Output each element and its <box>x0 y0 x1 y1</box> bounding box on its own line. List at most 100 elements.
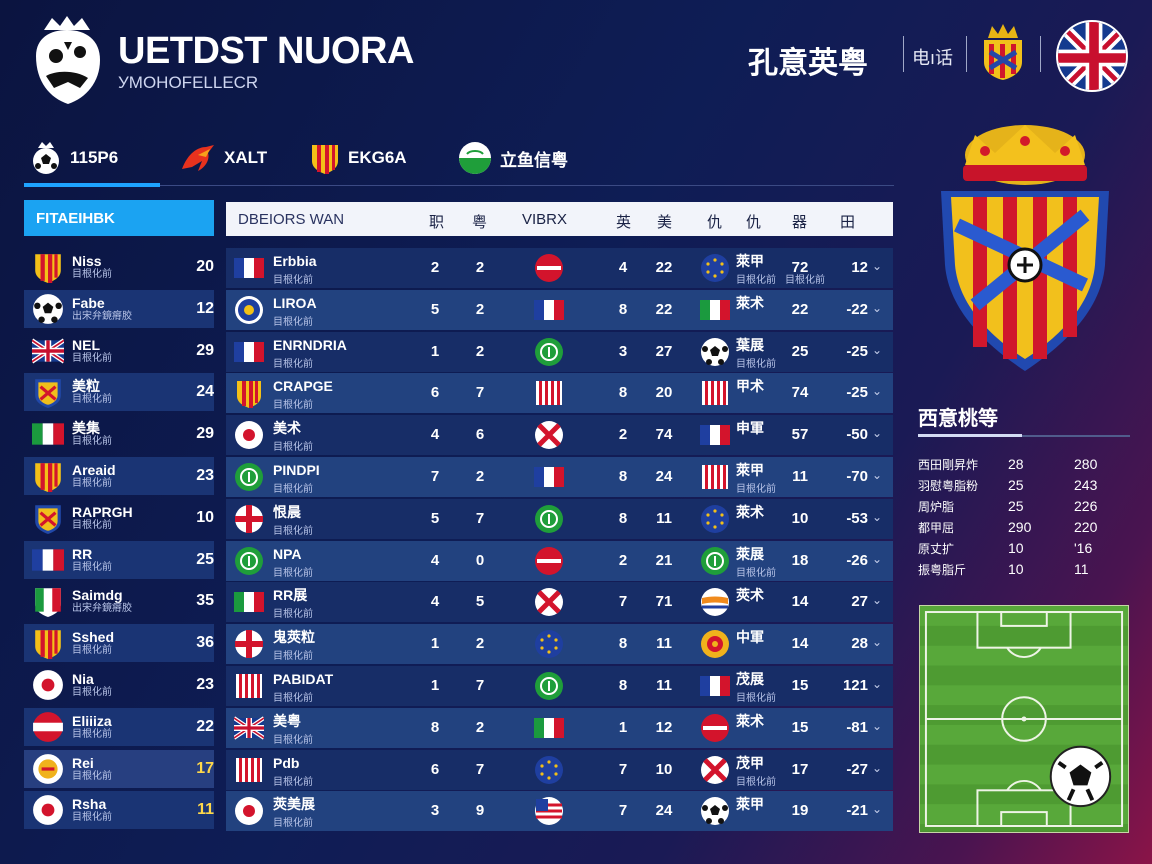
chevron-down-icon[interactable]: ⌄ <box>872 509 883 524</box>
table-row[interactable]: 鬼莢粒 目根化前 1 2 8 11 中軍 14 28 ⌄ <box>226 624 893 665</box>
cell-value: -25 <box>846 342 868 360</box>
table-row[interactable]: PINDPI 目根化前 7 2 8 24 萊甲 目根化前 11 -70 ⌄ <box>226 457 893 497</box>
chevron-down-icon[interactable]: ⌄ <box>872 300 883 315</box>
chevron-down-icon[interactable]: ⌄ <box>872 635 883 650</box>
stat-value: 280 <box>1074 456 1098 472</box>
tab-green-badge[interactable]: 立鱼信粤 <box>458 138 568 178</box>
team-subtitle: 目根化前 <box>273 609 313 621</box>
column-header[interactable]: 仇 <box>707 214 723 231</box>
left-list-item[interactable]: Niss 目根化前 20 <box>24 248 214 286</box>
crown-crest-icon[interactable] <box>980 22 1026 82</box>
opponent-name: 萊甲 <box>736 462 764 478</box>
column-header[interactable]: 美 <box>657 214 673 231</box>
cell-value: 71 <box>655 593 673 611</box>
cell-value: 57 <box>791 426 809 444</box>
table-row[interactable]: ENRNDRIA 目根化前 1 2 3 27 葉展 目根化前 25 -25 ⌄ <box>226 331 893 372</box>
tab-ekg6a[interactable]: EKG6A <box>310 138 407 178</box>
left-list-item[interactable]: Areaid 目根化前 23 <box>24 457 214 495</box>
column-header[interactable]: 英 <box>616 214 632 231</box>
left-list-item[interactable]: Rei 目根化前 17 <box>24 749 214 788</box>
left-list-item[interactable]: Fabe 出宋弁鏡瘠胶 12 <box>24 289 214 328</box>
cell-value: 8 <box>618 300 628 318</box>
team-subtitle: 目根化前 <box>273 275 313 286</box>
left-list-item[interactable]: 美集 目根化前 29 <box>24 415 214 453</box>
cell-value: 7 <box>475 760 485 778</box>
team-name: 美集 <box>72 420 100 437</box>
table-row[interactable]: 莢美展 目根化前 3 9 7 24 萊甲 19 -21 ⌄ <box>226 791 893 832</box>
left-list-item[interactable]: NEL 目根化前 29 <box>24 332 214 370</box>
cell-value: 21 <box>655 551 673 569</box>
lion-crest-icon[interactable] <box>28 12 106 108</box>
cell-value: -27 <box>846 760 868 778</box>
team-name: CRAPGE <box>273 378 333 395</box>
team-names: RR 目根化前 <box>72 546 182 574</box>
cell-value: 0 <box>475 551 485 569</box>
team-names: Niss 目根化前 <box>72 253 182 281</box>
table-row[interactable]: Pdb 目根化前 6 7 7 10 茂甲 目根化前 17 -27 ⌄ <box>226 749 893 790</box>
table-row[interactable]: RR展 目根化前 4 5 7 71 莢术 14 27 ⌄ <box>226 582 893 623</box>
chevron-down-icon[interactable]: ⌄ <box>872 593 883 608</box>
cell-value: 6 <box>430 760 440 778</box>
cell-value: 14 <box>791 593 809 611</box>
column-header[interactable]: 器 <box>792 214 808 231</box>
chevron-down-icon[interactable]: ⌄ <box>872 802 883 817</box>
gold-crest-icon <box>33 753 63 784</box>
left-list-item[interactable]: Nia 目根化前 23 <box>24 666 214 704</box>
cell-value: 11 <box>656 677 672 694</box>
chevron-down-icon[interactable]: ⌄ <box>872 677 883 691</box>
opponent-name: 萊甲 <box>736 253 764 269</box>
tab-115p6[interactable]: 115P6 <box>30 138 118 178</box>
column-header[interactable]: VIBRX <box>522 211 568 228</box>
cell-value: 2 <box>475 259 485 276</box>
table-row[interactable]: PABIDAT 目根化前 1 7 8 11 茂展 目根化前 15 121 ⌄ <box>226 666 893 706</box>
stat-row: 振粤脂斤 10 11 <box>918 561 1130 581</box>
uk-flag-icon <box>32 338 64 364</box>
left-list-item[interactable]: Rsha 目根化前 11 <box>24 791 214 830</box>
cell-value: 2 <box>475 468 485 485</box>
chevron-down-icon[interactable]: ⌄ <box>872 384 883 399</box>
table-row[interactable]: CRAPGE 目根化前 6 7 8 20 甲术 74 -25 ⌄ <box>226 373 893 414</box>
left-list-item[interactable]: Eliiiza 目根化前 22 <box>24 707 214 746</box>
app-header: UETDST NUORA УMOHOFELLECR 孔意英粤 电ı话 <box>0 0 1152 104</box>
chevron-down-icon[interactable]: ⌄ <box>872 342 883 357</box>
column-header[interactable]: 粤 <box>472 214 488 231</box>
red-x-icon <box>535 588 563 617</box>
left-list-item[interactable]: RR 目根化前 25 <box>24 540 214 579</box>
team-name: NEL <box>72 336 100 353</box>
left-list-item[interactable]: Sshed 目根化前 36 <box>24 624 214 663</box>
team-names: 美集 目根化前 <box>72 420 182 448</box>
team-name: Rei <box>72 754 94 771</box>
table-row[interactable]: 恨晨 目根化前 5 7 8 11 萊术 10 -53 ⌄ <box>226 498 893 539</box>
chevron-down-icon[interactable]: ⌄ <box>872 468 883 482</box>
tab-xalt[interactable]: XALT <box>180 138 267 178</box>
chevron-down-icon[interactable]: ⌄ <box>872 718 883 733</box>
table-row[interactable]: 美粤 目根化前 8 2 1 12 萊术 15 -81 ⌄ <box>226 707 893 748</box>
left-list-item[interactable]: RAPRGH 目根化前 10 <box>24 499 214 537</box>
column-header[interactable]: DBEIORS WAN <box>238 211 345 228</box>
team-subtitle: 目根化前 <box>273 776 313 788</box>
cell-value: 7 <box>475 509 485 527</box>
table-row[interactable]: LIROA 目根化前 5 2 8 22 萊术 22 -22 ⌄ <box>226 289 893 330</box>
chevron-down-icon[interactable]: ⌄ <box>872 551 883 566</box>
column-header[interactable]: 职 <box>429 214 445 231</box>
language-label[interactable]: 电ı话 <box>912 48 954 68</box>
left-list-item[interactable]: 美粒 目根化前 24 <box>24 373 214 412</box>
chevron-down-icon[interactable]: ⌄ <box>872 760 883 775</box>
opponent-subtitle: 目根化前 <box>736 567 776 579</box>
table-row[interactable]: NPA 目根化前 4 0 2 21 萊展 目根化前 18 -26 ⌄ <box>226 540 893 581</box>
column-header[interactable]: 田 <box>840 214 856 231</box>
table-row[interactable]: Erbbia 目根化前 2 2 4 22 萊甲 目根化前 72 目根化前 12 ⌄ <box>226 248 893 288</box>
table-row[interactable]: 美术 目根化前 4 6 2 74 申軍 57 -50 ⌄ <box>226 415 893 456</box>
column-header[interactable]: 仇 <box>746 214 762 231</box>
uk-flag-icon[interactable] <box>1056 20 1128 92</box>
team-points: 25 <box>196 550 214 568</box>
cell-value: 2 <box>618 426 628 444</box>
eu-flag-icon <box>701 254 729 282</box>
chevron-down-icon[interactable]: ⌄ <box>872 426 883 441</box>
team-name: Areaid <box>72 462 116 478</box>
cell-value: 8 <box>430 718 440 736</box>
cell-value: 7 <box>618 593 628 611</box>
chevron-down-icon[interactable]: ⌄ <box>872 259 883 273</box>
left-list-item[interactable]: Saimdg 出宋弁鏡瘠胶 35 <box>24 582 214 620</box>
cell-value: 27 <box>851 593 868 611</box>
